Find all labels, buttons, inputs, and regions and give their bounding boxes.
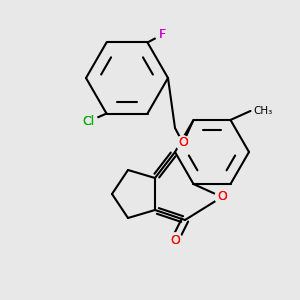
Circle shape bbox=[176, 136, 190, 150]
Circle shape bbox=[168, 233, 182, 247]
Circle shape bbox=[80, 112, 98, 130]
Text: F: F bbox=[159, 28, 166, 41]
Circle shape bbox=[155, 28, 170, 41]
Text: O: O bbox=[170, 233, 180, 247]
Text: O: O bbox=[178, 136, 188, 149]
Text: Cl: Cl bbox=[82, 115, 94, 128]
Text: CH₃: CH₃ bbox=[254, 106, 273, 116]
Circle shape bbox=[168, 233, 182, 247]
Text: F: F bbox=[159, 28, 166, 41]
Circle shape bbox=[215, 190, 229, 204]
Text: O: O bbox=[217, 190, 227, 203]
Text: O: O bbox=[178, 136, 188, 149]
Circle shape bbox=[155, 28, 170, 41]
Text: O: O bbox=[217, 190, 227, 203]
Text: Cl: Cl bbox=[82, 115, 94, 128]
Text: O: O bbox=[170, 233, 180, 247]
Circle shape bbox=[80, 112, 98, 130]
Circle shape bbox=[176, 136, 190, 150]
Circle shape bbox=[215, 190, 229, 204]
